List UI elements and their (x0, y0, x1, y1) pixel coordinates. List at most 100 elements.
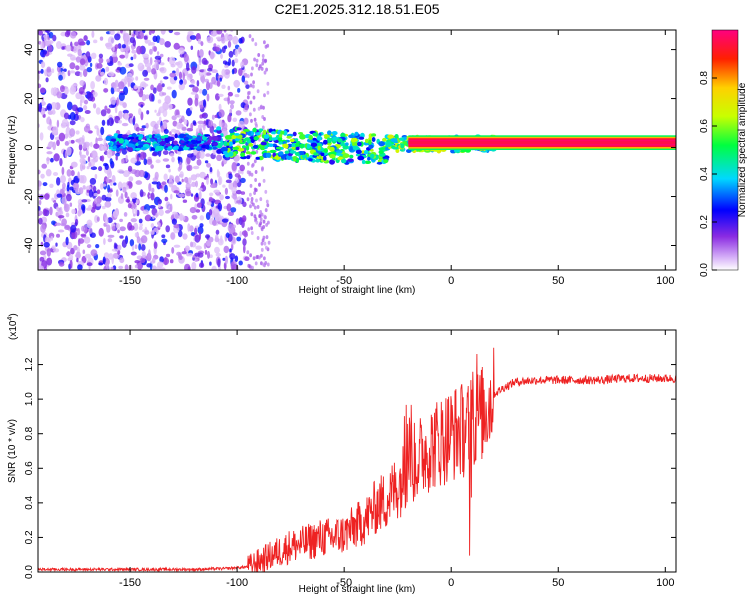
spectrogram-noise-blob (90, 249, 98, 257)
spectrogram-noise-blob (39, 250, 47, 256)
spectrogram-signal-blob (140, 146, 148, 151)
spectrogram-noise-blob (144, 62, 152, 68)
spectrogram-noise-blob (211, 182, 218, 188)
spectrogram-noise-blob (39, 87, 46, 94)
spectrogram-noise-blob (215, 72, 219, 82)
spectrogram-noise-blob (113, 242, 117, 250)
spectrogram-noise-blob (168, 30, 173, 34)
spectrogram-signal-blob (332, 136, 339, 141)
spectrogram-noise-blob (157, 261, 164, 269)
spectrogram-noise-blob (50, 102, 58, 110)
spectrogram-signal-blob (323, 156, 327, 161)
spectrogram-signal-blob (250, 138, 255, 143)
spectrogram-noise-blob (137, 62, 144, 72)
spectrogram-noise-blob (127, 165, 133, 172)
spectrogram-noise-blob (146, 158, 153, 165)
spectrogram-noise-blob (65, 212, 70, 218)
spectrogram-noise-blob (77, 238, 81, 247)
spectrogram-noise-blob (119, 235, 124, 239)
spectrogram-noise-blob (98, 262, 104, 266)
spectrogram-noise-blob (121, 182, 128, 190)
spectrogram-signal-blob (212, 142, 219, 146)
spectrogram-noise-blob (159, 116, 162, 122)
spectrogram-noise-blob (224, 64, 229, 69)
spectrogram-signal-blob (242, 145, 246, 149)
spectrogram-noise-blob (118, 92, 125, 101)
spectrogram-noise-blob (261, 54, 265, 58)
spectrogram-signal-blob (361, 159, 366, 165)
spectrogram-noise-blob (74, 222, 78, 227)
spectrogram-noise-blob (156, 128, 161, 134)
spectrogram-noise-blob (46, 151, 53, 155)
spectrogram-noise-blob (183, 53, 189, 63)
spectrogram-noise-blob (216, 80, 221, 87)
spectrogram-noise-blob (246, 74, 250, 79)
spectrogram-noise-blob (263, 256, 266, 261)
spectrogram-noise-blob (51, 197, 55, 202)
snr-y-tick-label: 0.4 (24, 495, 35, 509)
spectrogram-noise-blob (109, 55, 113, 65)
spectrogram-noise-blob (227, 40, 232, 48)
spectrogram-signal-blob (153, 135, 161, 139)
spectrogram-noise-blob (234, 173, 241, 178)
spectrogram-noise-blob (117, 229, 120, 234)
spectrogram-noise-blob (83, 105, 88, 111)
spectrogram-noise-blob (245, 84, 250, 89)
spectrogram-noise-blob (65, 193, 72, 202)
spectrogram-noise-blob (240, 191, 246, 195)
spectrogram-noise-blob (87, 92, 94, 102)
spectrogram-noise-blob (117, 181, 123, 190)
spectrogram-noise-blob (162, 92, 167, 96)
spectrogram-noise-blob (115, 189, 119, 197)
spectrogram-noise-blob (138, 225, 143, 231)
spectrogram-noise-blob (135, 180, 143, 185)
spectrogram-noise-blob (199, 49, 204, 58)
spectrogram-noise-blob (86, 219, 93, 229)
chart-title: C2E1.2025.312.18.51.E05 (274, 1, 439, 17)
spectrogram-noise-blob (191, 66, 197, 74)
spectrogram-signal-blob (368, 139, 372, 145)
spectrogram-noise-blob (243, 117, 249, 125)
spectrogram-signal-blob (340, 132, 346, 139)
spectrogram-noise-blob (90, 81, 95, 90)
spectrogram-noise-blob (133, 85, 138, 90)
spectrogram-noise-blob (45, 77, 49, 83)
spectrogram-noise-blob (225, 195, 230, 200)
spectrogram-noise-blob (234, 94, 240, 98)
spectrogram-noise-blob (176, 251, 182, 256)
spectrogram-noise-blob (262, 262, 265, 267)
spectrogram-noise-blob (171, 128, 177, 133)
spectrogram-noise-blob (118, 120, 122, 124)
spectrogram-noise-blob (106, 108, 111, 114)
spectrogram-signal-blob (312, 132, 319, 137)
spectrogram-signal-blob (286, 135, 292, 139)
spectrogram-noise-blob (125, 199, 131, 203)
spectrogram-noise-blob (78, 87, 85, 95)
spectrogram-noise-blob (76, 257, 79, 263)
spectrogram-noise-blob (226, 203, 232, 212)
spectrogram-noise-blob (88, 189, 93, 198)
spectrogram-noise-blob (217, 171, 221, 178)
spectrogram-signal-blob (349, 146, 353, 152)
spectrogram-noise-blob (197, 38, 202, 45)
spectrogram-noise-blob (224, 33, 229, 42)
spectrogram-noise-blob (173, 190, 180, 194)
spectrogram-noise-blob (174, 175, 180, 184)
spectrogram-noise-blob (102, 256, 106, 265)
spectrogram-ylabel: Frequency (Hz) (7, 116, 18, 185)
spectrogram-noise-blob (168, 168, 171, 173)
spectrogram-noise-blob (191, 215, 198, 220)
spectrogram-signal-blob (294, 152, 300, 156)
spectrogram-noise-blob (123, 170, 130, 178)
spectrogram-noise-blob (50, 157, 54, 163)
colorbar: 0.0 0.2 0.4 0.6 0.8 Normalized spectral ampl… (699, 29, 748, 277)
spectrogram-noise-blob (197, 252, 204, 258)
snr-marks (38, 347, 676, 572)
spectrogram-signal-blob (329, 159, 335, 165)
spectrogram-noise-blob (230, 103, 234, 110)
spectrogram-signal-blob (323, 139, 328, 145)
spectrogram-noise-blob (261, 167, 264, 172)
spectrogram-noise-blob (244, 256, 250, 262)
spectrogram-noise-blob (256, 205, 260, 209)
spectrogram-noise-blob (192, 120, 197, 125)
